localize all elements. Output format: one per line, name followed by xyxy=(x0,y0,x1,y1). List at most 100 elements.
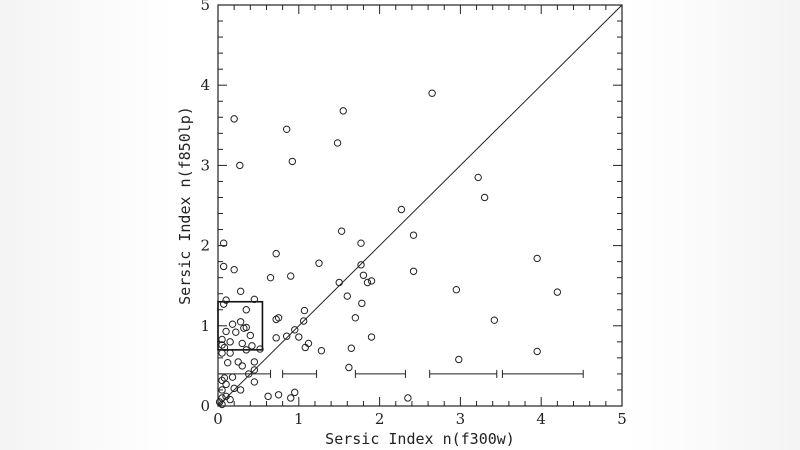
data-point xyxy=(337,227,346,235)
data-point xyxy=(272,315,280,324)
data-point xyxy=(218,400,226,409)
y-tick-labels: 0 1 2 3 4 5 xyxy=(200,0,210,415)
data-point xyxy=(242,306,250,314)
data-point xyxy=(351,314,360,322)
data-point xyxy=(272,334,280,342)
data-point xyxy=(282,125,291,134)
data-point xyxy=(357,261,365,269)
data-point xyxy=(474,173,482,182)
one-to-one-line xyxy=(217,4,623,407)
data-point xyxy=(248,342,256,350)
data-point xyxy=(359,271,368,279)
data-point xyxy=(295,333,303,341)
data-point xyxy=(288,157,297,166)
data-point xyxy=(242,346,250,354)
x-tick-label: 3 xyxy=(456,410,466,428)
x-ticks xyxy=(217,5,623,406)
x-tick-label: 0 xyxy=(213,410,223,428)
data-point xyxy=(215,398,224,406)
data-point xyxy=(274,391,283,399)
data-point xyxy=(480,193,489,202)
x-tick-label: 5 xyxy=(617,410,627,428)
data-point xyxy=(218,376,226,385)
data-point xyxy=(339,107,347,115)
data-point xyxy=(409,267,418,275)
data-point xyxy=(287,272,295,280)
data-point xyxy=(397,205,406,214)
data-point xyxy=(232,328,240,336)
data-point xyxy=(301,343,309,352)
data-point xyxy=(219,262,228,271)
data-point xyxy=(236,287,245,296)
x-tick-labels: 0 1 2 3 4 5 xyxy=(213,410,627,428)
data-point xyxy=(282,332,291,340)
data-point xyxy=(218,335,226,344)
data-point xyxy=(335,278,343,287)
data-point xyxy=(272,249,280,258)
data-point xyxy=(409,231,418,239)
data-point xyxy=(333,139,342,147)
x-tick-label: 2 xyxy=(375,410,385,428)
data-point xyxy=(240,324,248,332)
data-point xyxy=(452,286,461,294)
data-point xyxy=(236,318,245,326)
data-point xyxy=(219,239,228,247)
data-point xyxy=(236,386,245,394)
data-point xyxy=(250,295,259,304)
data-point xyxy=(315,259,323,267)
x-tick-label: 4 xyxy=(536,410,546,428)
data-point xyxy=(553,288,562,296)
data-point xyxy=(287,394,295,402)
data-point xyxy=(238,362,246,370)
data-point xyxy=(222,296,230,304)
data-point xyxy=(223,358,232,367)
data-point xyxy=(345,363,353,372)
y-axis-label: Sersic Index n(f850lp) xyxy=(176,106,194,305)
y-tick-label: 4 xyxy=(200,76,210,94)
data-point xyxy=(250,358,259,366)
data-point xyxy=(266,273,275,282)
data-point xyxy=(230,265,238,274)
data-point xyxy=(367,333,376,341)
data-point xyxy=(299,317,308,325)
data-point xyxy=(264,392,272,401)
data-point xyxy=(218,349,226,357)
data-point xyxy=(428,89,436,97)
data-point xyxy=(222,380,230,389)
y-tick-label: 2 xyxy=(200,237,210,255)
data-point xyxy=(245,370,253,378)
error-bars xyxy=(217,369,584,378)
data-point xyxy=(455,355,463,364)
data-point xyxy=(230,115,238,123)
y-ticks xyxy=(218,4,622,407)
data-point xyxy=(363,278,372,287)
y-tick-label: 3 xyxy=(200,156,210,174)
data-point xyxy=(219,300,228,308)
data-point xyxy=(238,339,246,348)
data-point xyxy=(490,316,499,324)
y-tick-label: 5 xyxy=(200,0,210,14)
data-point xyxy=(533,347,541,356)
data-point xyxy=(358,299,366,308)
data-point xyxy=(226,338,234,346)
data-point xyxy=(317,346,326,355)
data-point xyxy=(404,394,412,402)
data-point xyxy=(250,378,259,386)
y-tick-label: 1 xyxy=(200,317,210,335)
data-point xyxy=(347,344,356,352)
y-tick-label: 0 xyxy=(200,397,210,415)
data-point xyxy=(234,358,242,366)
data-point xyxy=(291,326,299,334)
data-point xyxy=(357,239,365,247)
data-point xyxy=(236,161,244,170)
data-point xyxy=(533,254,541,263)
data-point xyxy=(367,277,376,285)
data-point xyxy=(228,373,237,381)
plot-frame xyxy=(217,4,623,407)
x-axis-label: Sersic Index n(f300w) xyxy=(325,430,515,448)
data-point xyxy=(291,388,299,397)
data-point xyxy=(228,320,237,328)
data-point xyxy=(250,366,259,374)
data-point xyxy=(300,306,309,315)
